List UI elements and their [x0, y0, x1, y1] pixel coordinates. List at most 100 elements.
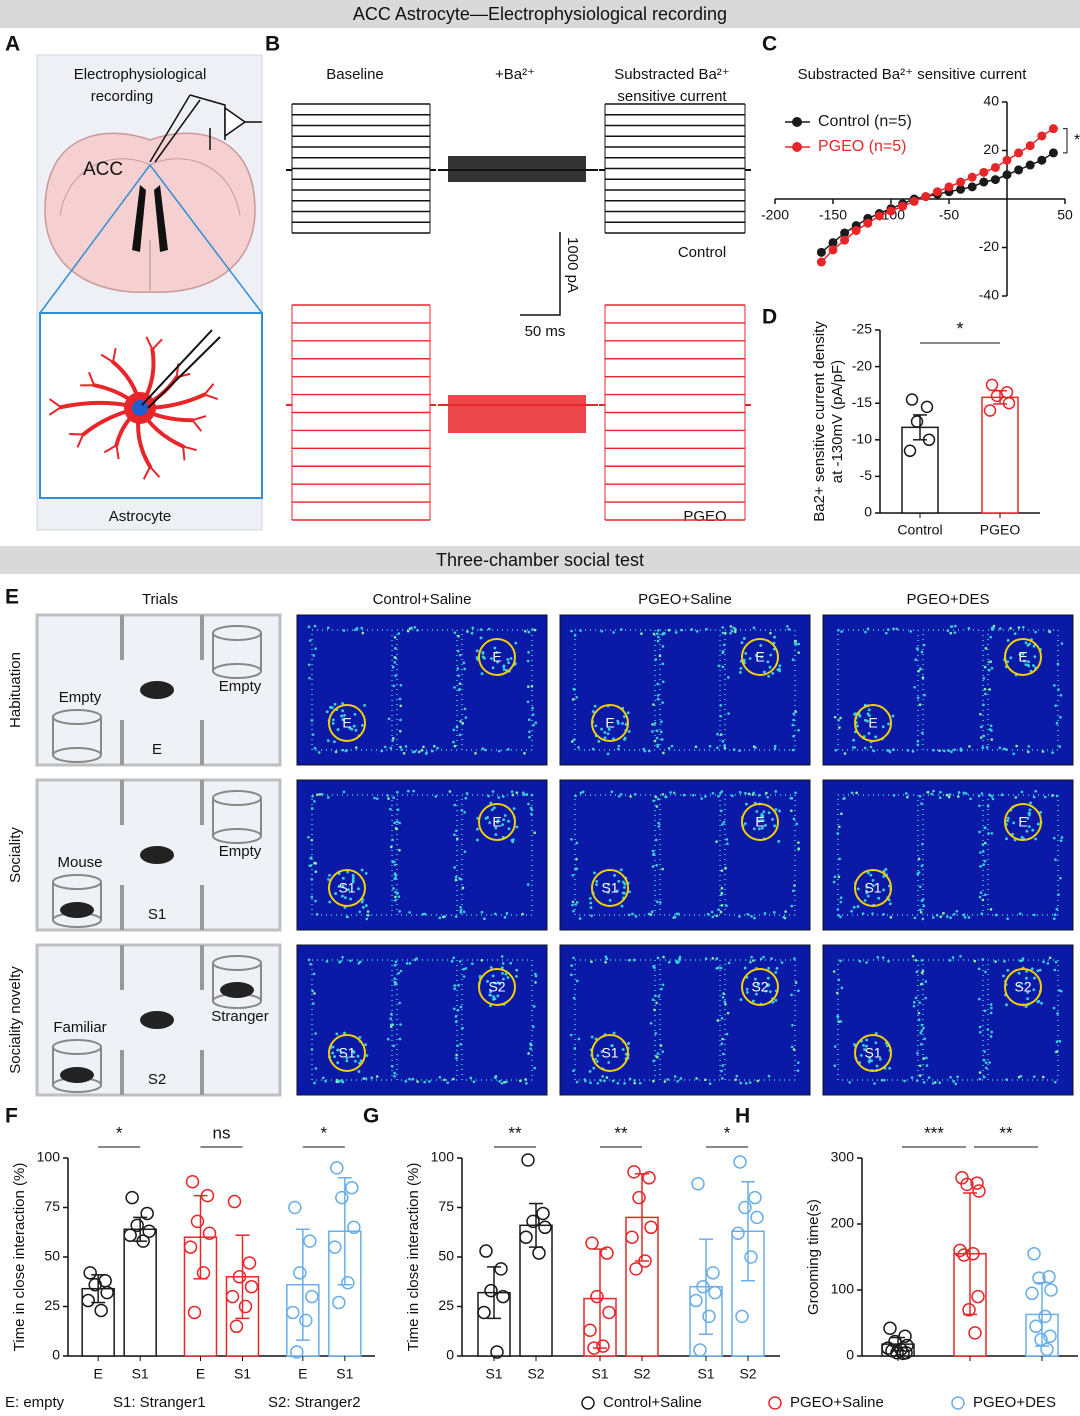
track-dot	[502, 977, 505, 981]
data-point	[590, 1289, 604, 1304]
label: ACC	[83, 159, 123, 180]
track-dot	[797, 847, 800, 850]
track-dot	[1013, 632, 1017, 636]
y-axis-label: Time in close interaction (%)	[11, 1163, 28, 1352]
track-dot	[979, 712, 982, 716]
track-dot	[457, 984, 460, 987]
legend-label: PGEO (n=5)	[818, 138, 906, 155]
track-dot	[410, 626, 413, 630]
legend-label: Control+Saline	[603, 1394, 702, 1411]
track-dot	[956, 1075, 959, 1079]
track-dot	[1034, 630, 1037, 634]
track-dot	[790, 904, 794, 908]
track-dot	[595, 1060, 599, 1063]
data-point	[496, 1289, 510, 1304]
track-dot	[313, 861, 316, 865]
track-dot	[623, 886, 626, 889]
track-dot	[360, 626, 364, 630]
track-dot	[460, 809, 464, 812]
data-point	[286, 1305, 300, 1320]
track-dot	[438, 1075, 442, 1079]
track-dot	[327, 878, 330, 881]
track-dot	[603, 1079, 606, 1083]
track-dot	[1005, 837, 1008, 841]
track-dot	[463, 811, 466, 814]
track-dot	[984, 1061, 988, 1064]
track-dot	[456, 649, 460, 653]
track-dot	[655, 736, 659, 740]
data-point	[816, 257, 826, 267]
track-dot	[351, 876, 355, 880]
track-dot	[983, 665, 987, 669]
y-axis-label: at -130mV (pA/pF)	[829, 360, 846, 483]
track-dot	[793, 639, 797, 643]
data-point	[1027, 1246, 1041, 1261]
track-dot	[963, 915, 967, 919]
track-dot	[656, 1052, 660, 1055]
track-dot	[655, 805, 659, 808]
track-dot	[791, 658, 795, 661]
track-dot	[957, 795, 960, 798]
track-dot	[981, 746, 985, 749]
track-dot	[766, 660, 770, 664]
data-point	[1042, 1270, 1056, 1284]
track-dot	[951, 956, 955, 959]
chamber-trace	[396, 959, 458, 1081]
data-point	[225, 1289, 240, 1304]
track-dot	[642, 747, 646, 751]
track-dot	[623, 882, 627, 886]
track-dot	[794, 710, 798, 714]
track-dot	[308, 639, 312, 642]
track-dot	[354, 1059, 357, 1063]
data-point	[1048, 148, 1058, 158]
track-dot	[597, 739, 601, 743]
track-dot	[360, 900, 364, 904]
track-dot	[717, 966, 720, 970]
track-dot	[486, 980, 489, 983]
panel-letter: G	[363, 1105, 379, 1128]
track-dot	[1036, 969, 1040, 973]
data-point	[140, 1206, 154, 1221]
track-dot	[1033, 913, 1036, 917]
track-dot	[358, 960, 362, 964]
track-dot	[532, 723, 535, 727]
track-dot	[838, 825, 841, 829]
x-tick-label: E	[93, 1366, 102, 1382]
track-dot	[991, 797, 995, 801]
track-dot	[670, 744, 674, 748]
track-dot	[720, 886, 724, 890]
track-dot	[721, 626, 725, 629]
data-point	[1037, 131, 1047, 141]
data-point	[828, 245, 838, 255]
track-dot	[526, 883, 530, 886]
track-dot	[985, 746, 989, 749]
track-dot	[738, 749, 741, 752]
track-dot	[715, 957, 719, 960]
track-dot	[525, 1082, 528, 1085]
track-dot	[753, 916, 756, 920]
track-dot	[720, 809, 723, 813]
track-dot	[856, 905, 860, 908]
track-dot	[773, 635, 776, 639]
track-dot	[423, 1080, 426, 1084]
track-dot	[892, 748, 895, 751]
track-dot	[979, 865, 982, 868]
track-dot	[399, 1023, 402, 1026]
track-dot	[656, 1055, 659, 1059]
track-dot	[742, 658, 746, 662]
track-dot	[923, 693, 926, 697]
track-dot	[989, 724, 993, 728]
brain	[44, 132, 256, 293]
track-dot	[320, 793, 324, 796]
zone	[591, 704, 629, 742]
track-dot	[651, 730, 654, 733]
track-dot	[341, 876, 345, 880]
track-dot	[590, 914, 593, 918]
data-point	[922, 433, 936, 447]
track-dot	[606, 732, 610, 736]
track-dot	[393, 977, 397, 981]
track-dot	[656, 745, 660, 748]
track-dot	[778, 664, 782, 668]
process	[76, 434, 85, 448]
track-dot	[752, 745, 756, 748]
